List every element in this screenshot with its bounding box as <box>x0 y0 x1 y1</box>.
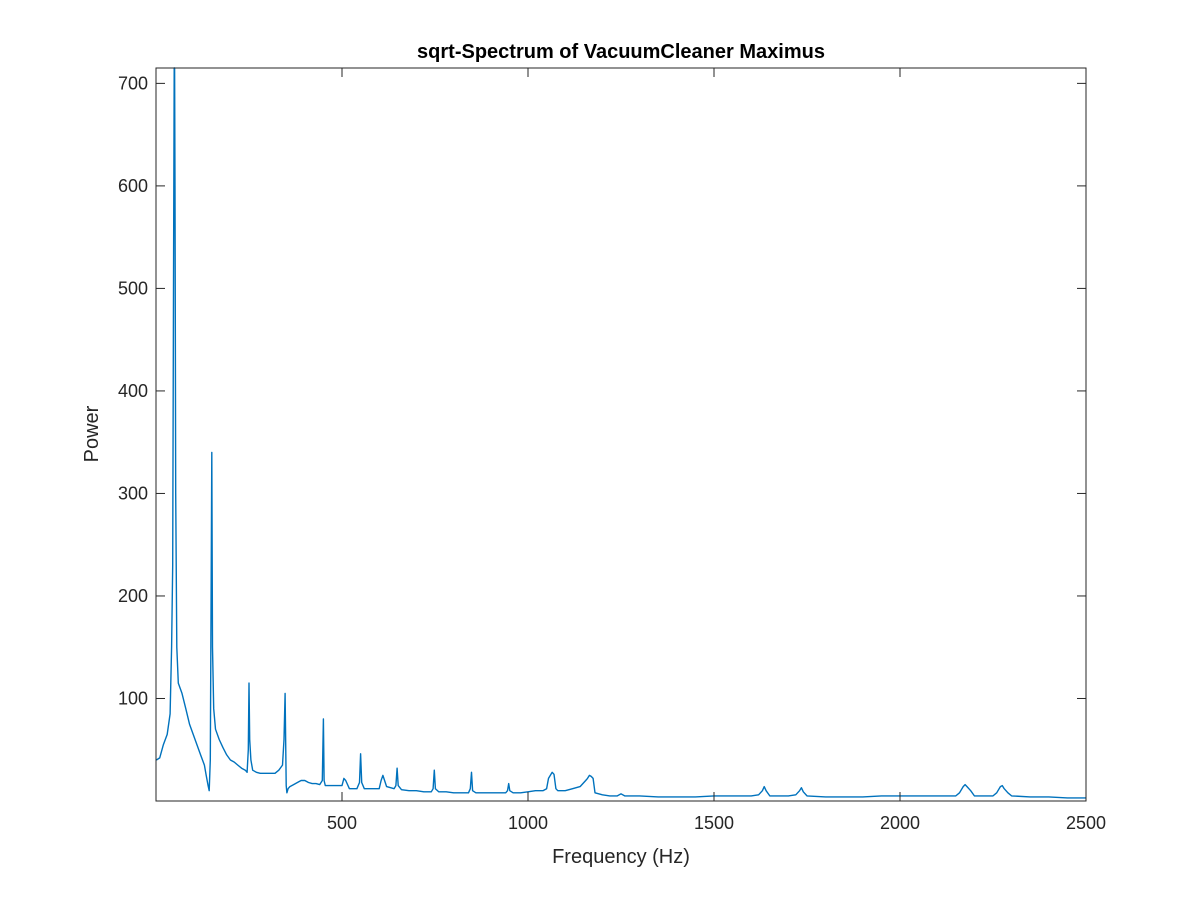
x-ticks: 500 1000 1500 2000 2500 <box>327 68 1106 833</box>
y-ticks: 100 200 300 400 500 600 700 <box>118 73 1086 708</box>
series-layer <box>156 67 1086 799</box>
x-tick-label: 500 <box>327 813 357 833</box>
plot-box <box>155 67 1087 802</box>
x-tick-label: 1000 <box>508 813 548 833</box>
chart-title: sqrt-Spectrum of VacuumCleaner Maximus <box>417 41 825 63</box>
y-tick-label: 400 <box>118 381 148 401</box>
y-tick-label: 300 <box>118 483 148 503</box>
x-tick-label: 1500 <box>694 813 734 833</box>
y-axis-label: Power <box>81 405 103 462</box>
y-tick-label: 100 <box>118 688 148 708</box>
x-axis-label: Frequency (Hz) <box>552 846 690 868</box>
y-tick-label: 700 <box>118 73 148 93</box>
y-tick-label: 600 <box>118 176 148 196</box>
x-tick-label: 2000 <box>880 813 920 833</box>
y-tick-label: 200 <box>118 586 148 606</box>
series-line-0 <box>156 67 1086 799</box>
y-tick-label: 500 <box>118 278 148 298</box>
x-tick-label: 2500 <box>1066 813 1106 833</box>
plot-area <box>156 68 1086 801</box>
